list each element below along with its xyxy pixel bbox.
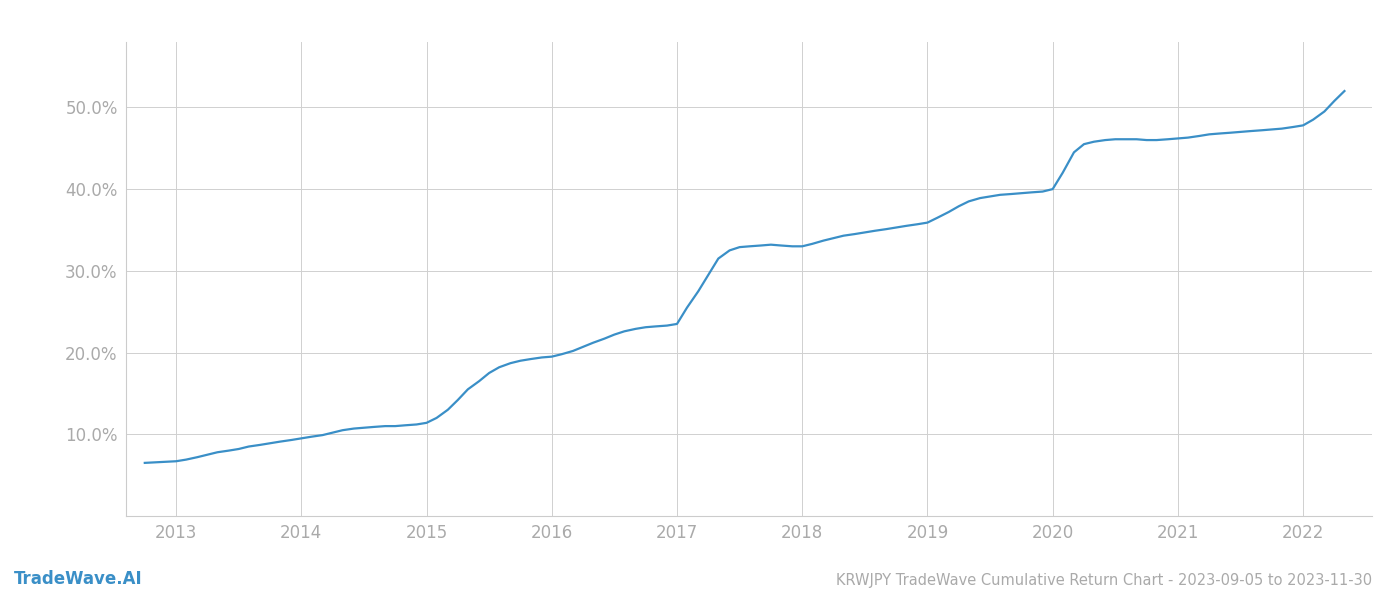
Text: KRWJPY TradeWave Cumulative Return Chart - 2023-09-05 to 2023-11-30: KRWJPY TradeWave Cumulative Return Chart… [836, 573, 1372, 588]
Text: TradeWave.AI: TradeWave.AI [14, 570, 143, 588]
